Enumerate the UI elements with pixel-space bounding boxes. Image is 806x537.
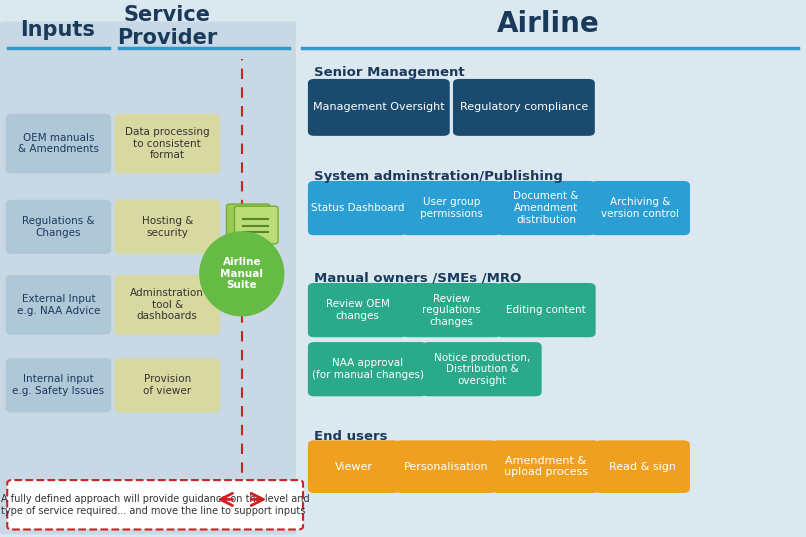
FancyBboxPatch shape [6, 275, 111, 335]
FancyBboxPatch shape [496, 283, 596, 337]
Text: Inputs: Inputs [21, 19, 95, 40]
FancyBboxPatch shape [308, 342, 427, 396]
Text: Senior Management: Senior Management [314, 66, 465, 79]
Text: Hosting &
security: Hosting & security [142, 216, 193, 238]
Text: Personalisation: Personalisation [404, 462, 488, 471]
FancyBboxPatch shape [308, 283, 407, 337]
Text: Data processing
to consistent
format: Data processing to consistent format [125, 127, 210, 160]
FancyBboxPatch shape [496, 181, 596, 235]
FancyBboxPatch shape [226, 204, 270, 242]
Text: Management Oversight: Management Oversight [313, 103, 445, 112]
Text: Status Dashboard: Status Dashboard [311, 203, 404, 213]
Text: External Input
e.g. NAA Advice: External Input e.g. NAA Advice [17, 294, 100, 316]
Text: Adminstration
tool &
dashboards: Adminstration tool & dashboards [131, 288, 204, 321]
Text: Manual owners /SMEs /MRO: Manual owners /SMEs /MRO [314, 272, 521, 285]
FancyBboxPatch shape [453, 79, 595, 136]
Text: Notice production,
Distribution &
oversight: Notice production, Distribution & oversi… [434, 353, 530, 386]
FancyBboxPatch shape [308, 181, 407, 235]
Text: User group
permissions: User group permissions [420, 197, 484, 219]
FancyBboxPatch shape [402, 283, 501, 337]
FancyBboxPatch shape [308, 79, 450, 136]
Text: Regulations &
Changes: Regulations & Changes [22, 216, 95, 238]
FancyBboxPatch shape [6, 200, 111, 254]
Text: NAA approval
(for manual changes): NAA approval (for manual changes) [312, 358, 423, 380]
FancyBboxPatch shape [235, 206, 278, 244]
FancyBboxPatch shape [422, 342, 542, 396]
Text: Review
regulations
changes: Review regulations changes [422, 294, 481, 326]
Text: Document &
Amendment
distribution: Document & Amendment distribution [513, 192, 579, 224]
FancyBboxPatch shape [492, 440, 600, 493]
FancyBboxPatch shape [0, 21, 298, 534]
FancyBboxPatch shape [114, 200, 220, 254]
FancyBboxPatch shape [114, 358, 220, 412]
Text: Amendment &
upload process: Amendment & upload process [504, 456, 588, 477]
Ellipse shape [200, 232, 284, 316]
FancyBboxPatch shape [114, 275, 220, 335]
Text: Archiving &
version control: Archiving & version control [601, 197, 679, 219]
FancyBboxPatch shape [402, 181, 501, 235]
Text: Airline: Airline [496, 10, 600, 38]
FancyBboxPatch shape [6, 114, 111, 173]
Text: System adminstration/Publishing: System adminstration/Publishing [314, 170, 563, 183]
Text: Provision
of viewer: Provision of viewer [143, 374, 191, 396]
FancyBboxPatch shape [6, 358, 111, 412]
Text: Service
Provider: Service Provider [117, 5, 217, 48]
Text: End users: End users [314, 430, 388, 442]
Text: Regulatory compliance: Regulatory compliance [459, 103, 588, 112]
FancyBboxPatch shape [591, 181, 690, 235]
Text: OEM manuals
& Amendments: OEM manuals & Amendments [18, 133, 99, 155]
Text: Viewer: Viewer [334, 462, 373, 471]
FancyBboxPatch shape [395, 440, 496, 493]
FancyBboxPatch shape [595, 440, 690, 493]
Text: A fully defined approach will provide guidance on the level and
type of service : A fully defined approach will provide gu… [1, 494, 310, 516]
Text: Airline
Manual
Suite: Airline Manual Suite [220, 257, 264, 291]
FancyBboxPatch shape [114, 114, 220, 173]
Text: Read & sign: Read & sign [609, 462, 676, 471]
FancyBboxPatch shape [308, 440, 400, 493]
FancyBboxPatch shape [7, 480, 303, 529]
Text: Editing content: Editing content [506, 305, 586, 315]
Text: Review OEM
changes: Review OEM changes [326, 299, 389, 321]
Text: Internal input
e.g. Safety Issues: Internal input e.g. Safety Issues [12, 374, 105, 396]
FancyBboxPatch shape [296, 21, 806, 534]
